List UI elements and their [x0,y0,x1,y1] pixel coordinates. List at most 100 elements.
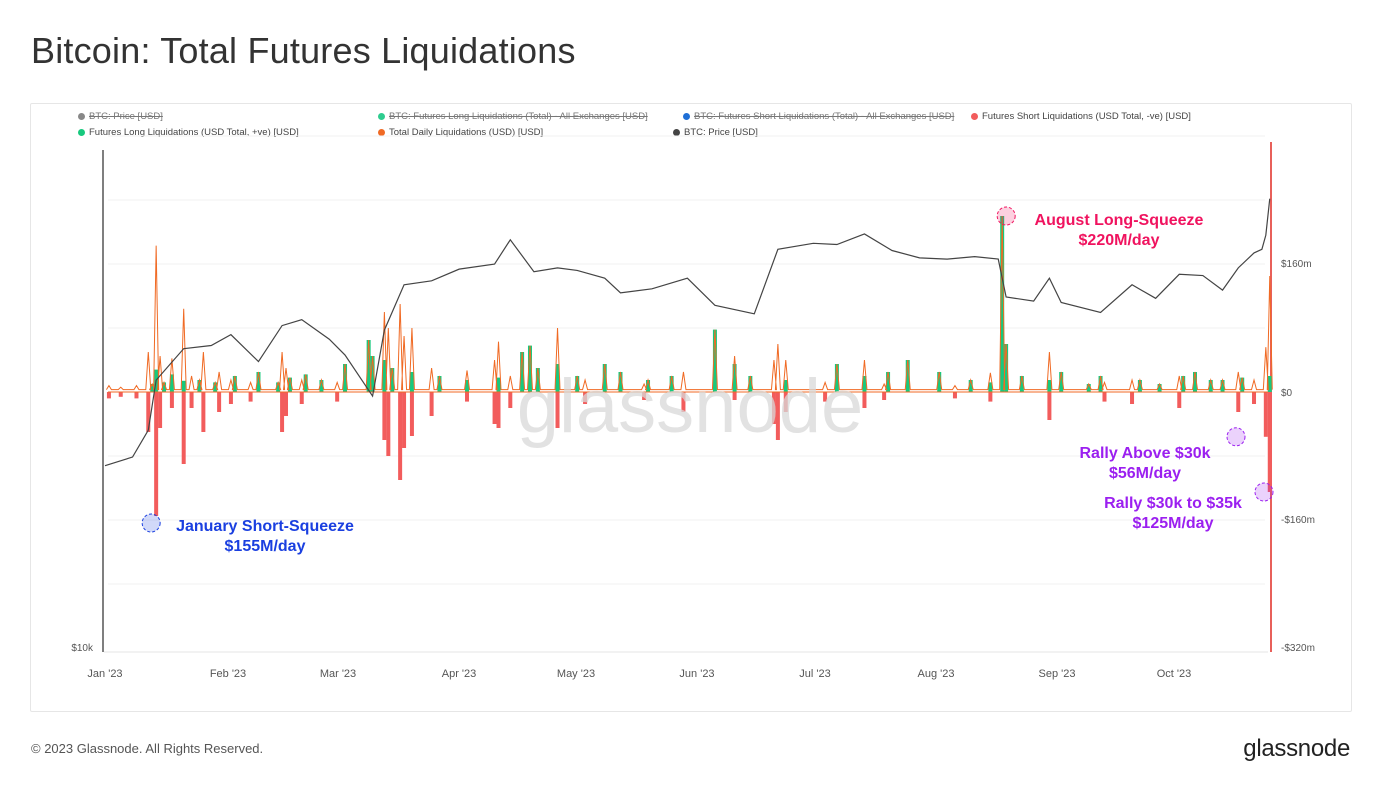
right-tick-label: -$160m [1281,515,1315,526]
right-tick-label: $160m [1281,259,1312,270]
long-liquidation-bar [886,372,891,392]
legend-item[interactable]: BTC: Futures Short Liquidations (Total) … [683,111,954,122]
long-liquidation-bar [150,384,155,392]
legend-item[interactable]: BTC: Price [USD] [78,111,163,122]
long-liquidation-bar [437,376,442,392]
long-liquidation-bar [748,376,753,392]
short-liquidation-bar [1130,392,1135,404]
long-liquidation-bar [834,364,839,392]
short-liquidation-bar [118,392,123,397]
long-liquidation-bar [1047,380,1052,392]
short-liquidation-bar [952,392,957,399]
long-liquidation-bar [1240,377,1245,392]
long-liquidation-bar [287,377,292,392]
short-liquidation-bar [217,392,222,412]
long-liquidation-bar [162,382,167,392]
annotation-label: Rally $30k to $35k [1104,495,1242,512]
short-liquidation-bar [335,392,340,402]
legend-item[interactable]: Futures Short Liquidations (USD Total, -… [971,111,1191,122]
short-liquidation-bar [492,392,497,424]
copyright: © 2023 Glassnode. All Rights Reserved. [31,741,264,756]
annotation-label: January Short-Squeeze [176,518,354,535]
long-liquidation-bar [232,376,237,392]
legend-dot-icon [971,113,978,120]
legend-label: Futures Long Liquidations (USD Total, +v… [89,127,299,138]
long-liquidation-bar [535,368,540,392]
legend-dot-icon [378,129,385,136]
annotation-label: $56M/day [1109,465,1181,482]
short-liquidation-bar [783,392,788,412]
total-liquidations-line [106,215,1273,391]
legend-dot-icon [78,113,85,120]
long-liquidation-bar [1004,344,1009,392]
x-tick-label: Mar '23 [320,668,356,680]
long-liquidation-bar [968,380,973,392]
short-liquidation-bar [201,392,206,432]
short-liquidation-bar [862,392,867,408]
legend-label: Total Daily Liquidations (USD) [USD] [389,127,544,138]
x-tick-label: Jan '23 [87,668,122,680]
short-liquidation-bar [1263,392,1268,437]
short-liquidation-bar [154,392,159,516]
short-liquidation-bar [169,392,174,408]
long-liquidation-bar [937,372,942,392]
short-liquidation-bar [181,392,186,464]
legend-label: BTC: Price [USD] [684,127,758,138]
long-liquidation-bar [213,382,218,392]
page-title: Bitcoin: Total Futures Liquidations [31,30,576,71]
long-liquidation-bar [465,380,470,392]
long-liquidation-bar [1019,376,1024,392]
legend-item[interactable]: BTC: Futures Long Liquidations (Total) -… [378,111,648,122]
legend-dot-icon [378,113,385,120]
long-liquidation-bar [618,372,623,392]
short-liquidation-bar [496,392,501,428]
x-tick-label: Apr '23 [442,668,477,680]
legend-item[interactable]: BTC: Price [USD] [673,127,758,138]
short-liquidation-bar [1102,392,1107,402]
long-liquidation-bar [732,364,737,392]
long-liquidation-bar [988,382,993,392]
long-liquidation-bar [197,380,202,392]
long-liquidation-bar [669,376,674,392]
short-liquidation-bar [508,392,513,408]
long-liquidation-bar [783,380,788,392]
annotation-marker [1226,427,1246,447]
x-tick-label: May '23 [557,668,595,680]
legend-item[interactable]: Futures Long Liquidations (USD Total, +v… [78,127,299,138]
short-liquidation-bar [1177,392,1182,408]
long-liquidation-bar [905,360,910,392]
watermark: glassnode [517,364,864,449]
short-liquidation-bar [642,392,647,400]
short-liquidation-bar [106,392,111,399]
short-liquidation-bar [189,392,194,408]
short-liquidation-bar [1236,392,1241,412]
annotation-label: $220M/day [1079,232,1160,249]
long-liquidation-bar [575,376,580,392]
long-liquidation-bar [555,364,560,392]
long-liquidation-bar [1098,376,1103,392]
btc-price-line [104,198,1271,467]
long-liquidation-bar [646,380,651,392]
short-liquidation-bar [775,392,780,440]
x-tick-label: Aug '23 [918,668,955,680]
long-liquidation-bar [319,380,324,392]
long-liquidation-bar [169,374,174,392]
short-liquidation-bar [771,392,776,424]
long-liquidation-bar [276,382,281,392]
long-liquidation-bar [1000,216,1005,392]
long-liquidation-bar [862,376,867,392]
short-liquidation-bar [823,392,828,402]
long-liquidation-bar [712,329,717,392]
short-liquidation-bar [1252,392,1257,404]
short-liquidation-bar [732,392,737,400]
short-liquidation-bar [134,392,139,399]
legend-dot-icon [78,129,85,136]
legend-item[interactable]: Total Daily Liquidations (USD) [USD] [378,127,543,138]
right-tick-label: $0 [1281,388,1293,399]
short-liquidation-bar [228,392,233,404]
long-liquidation-bar [1059,372,1064,392]
long-liquidation-bar [520,352,525,392]
x-tick-label: Feb '23 [210,668,246,680]
annotation-marker [1254,482,1274,502]
annotation-label: August Long-Squeeze [1035,212,1204,229]
